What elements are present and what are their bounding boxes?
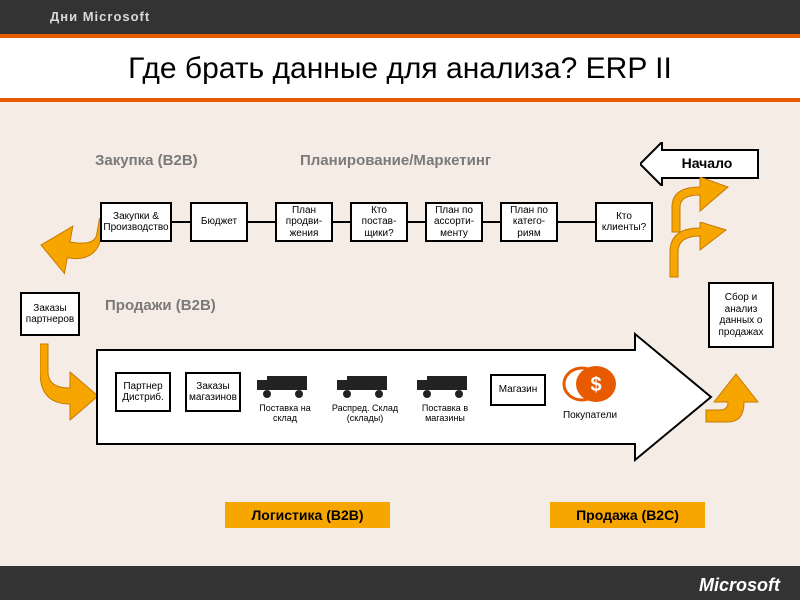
arrow-curve-tl: [40, 212, 100, 292]
row1-box-purchase-prod: Закупки & Производство: [100, 202, 172, 242]
side-box-sales-analysis: Сбор и анализ данных о продажах: [708, 282, 774, 348]
truck-icon-2: [335, 374, 395, 400]
label-purchase: Закупка (B2B): [95, 152, 198, 169]
label-planning: Планирование/Маркетинг: [300, 152, 491, 169]
row1-box-clients: Кто клиенты?: [595, 202, 653, 242]
page-title: Где брать данные для анализа? ERP II: [0, 52, 800, 86]
row1-box-promo-plan: План продви-жения: [275, 202, 333, 242]
arrow-curve-bl: [40, 342, 100, 422]
label-logistics: Логистика (B2B): [225, 502, 390, 528]
conn-5-6: [483, 221, 500, 223]
conn-2-3: [248, 221, 275, 223]
truck-icon-1: [255, 374, 315, 400]
arrow-curve-r-up: [668, 222, 728, 282]
row2-box-store-orders: Заказы магазинов: [185, 372, 241, 412]
truck-label-1: Поставка на склад: [250, 404, 320, 424]
conn-6-7: [558, 221, 595, 223]
arrow-curve-tr2: [660, 172, 740, 227]
orange-rule-mid: [0, 98, 800, 102]
conn-3-4: [333, 221, 350, 223]
microsoft-logo: Microsoft: [699, 575, 780, 596]
start-label: Начало: [672, 152, 742, 174]
buyers-label: Покупатели: [558, 410, 622, 421]
conn-1-2: [172, 221, 190, 223]
row2-box-partner: Партнер Дистриб.: [115, 372, 171, 412]
footer-bar: Microsoft: [0, 566, 800, 600]
title-area: Где брать данные для анализа? ERP II: [0, 38, 800, 98]
conn-4-5: [408, 221, 425, 223]
truck-label-2: Распред. Склад (склады): [328, 404, 402, 424]
row1-box-suppliers: Кто постав-щики?: [350, 202, 408, 242]
brand-text: Дни Microsoft: [50, 9, 150, 24]
header-bar: Дни Microsoft: [0, 0, 800, 34]
row2-box-store: Магазин: [490, 374, 546, 406]
svg-text:$: $: [590, 374, 601, 396]
row1-box-categories: План по катего-риям: [500, 202, 558, 242]
truck-label-3: Поставка в магазины: [410, 404, 480, 424]
dollar-icon: $: [562, 362, 618, 406]
row1-box-assortment: План по ассорти-менту: [425, 202, 483, 242]
row1-box-budget: Бюджет: [190, 202, 248, 242]
side-box-partner-orders: Заказы партнеров: [20, 292, 80, 336]
diagram: Закупка (B2B) Планирование/Маркетинг Про…: [0, 122, 800, 566]
truck-icon-3: [415, 374, 475, 400]
label-sales-b2c: Продажа (B2C): [550, 502, 705, 528]
label-sales: Продажи (B2B): [105, 297, 216, 314]
